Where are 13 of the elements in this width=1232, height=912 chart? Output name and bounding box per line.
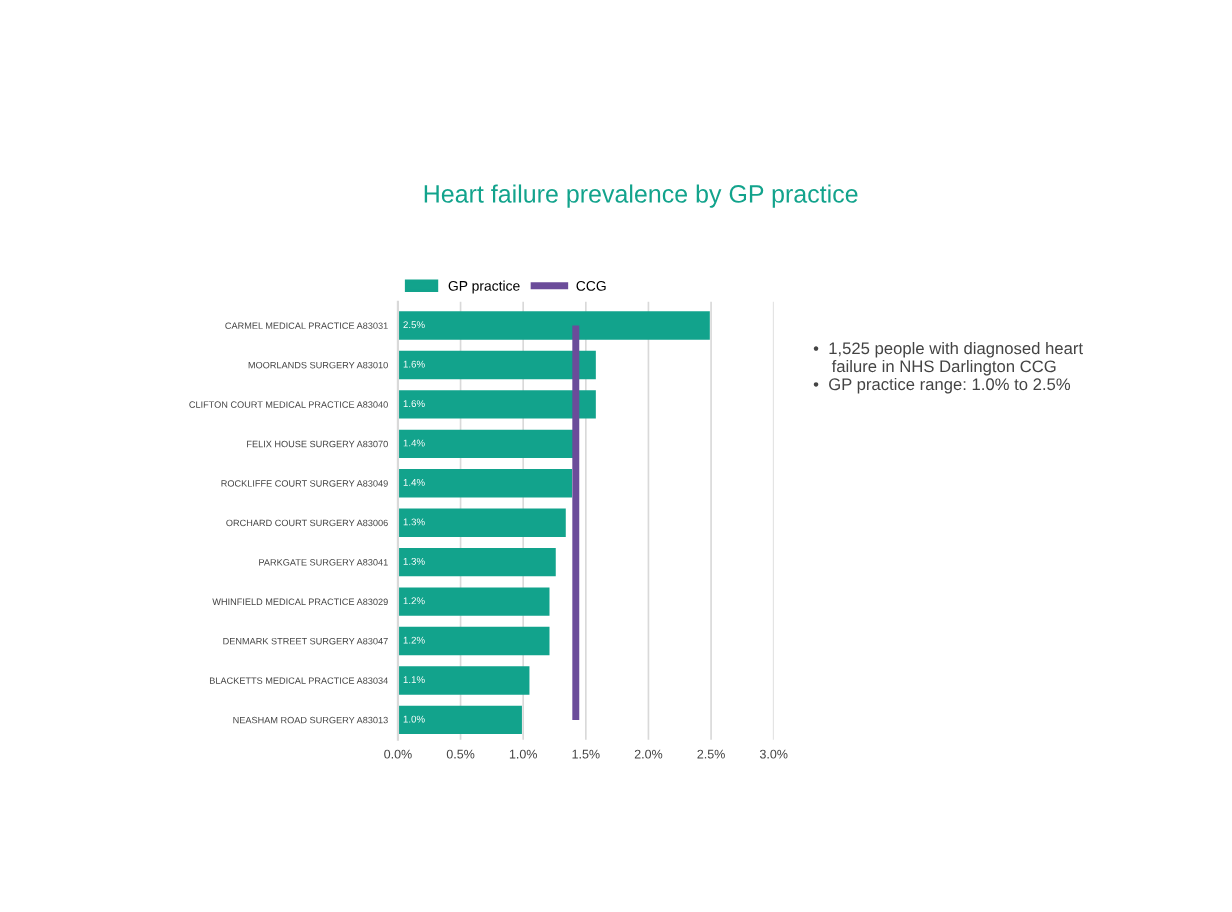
bar: [397, 587, 550, 616]
bar: [397, 666, 530, 695]
bar: [397, 705, 522, 735]
bar: [397, 469, 573, 498]
bar: [397, 350, 596, 380]
bar: [397, 390, 596, 419]
bar: [397, 508, 566, 537]
bar: [397, 626, 550, 656]
bar: [397, 547, 556, 577]
chart-title: Heart failure prevalence by GP practice: [424, 184, 858, 208]
bar: [397, 311, 710, 340]
bar: [397, 429, 576, 459]
text: • 1,525 people with diagnosed heart failure in NHS Darlington CCG • GP practice range: 1.0% to 2.5%: [813, 342, 1083, 394]
